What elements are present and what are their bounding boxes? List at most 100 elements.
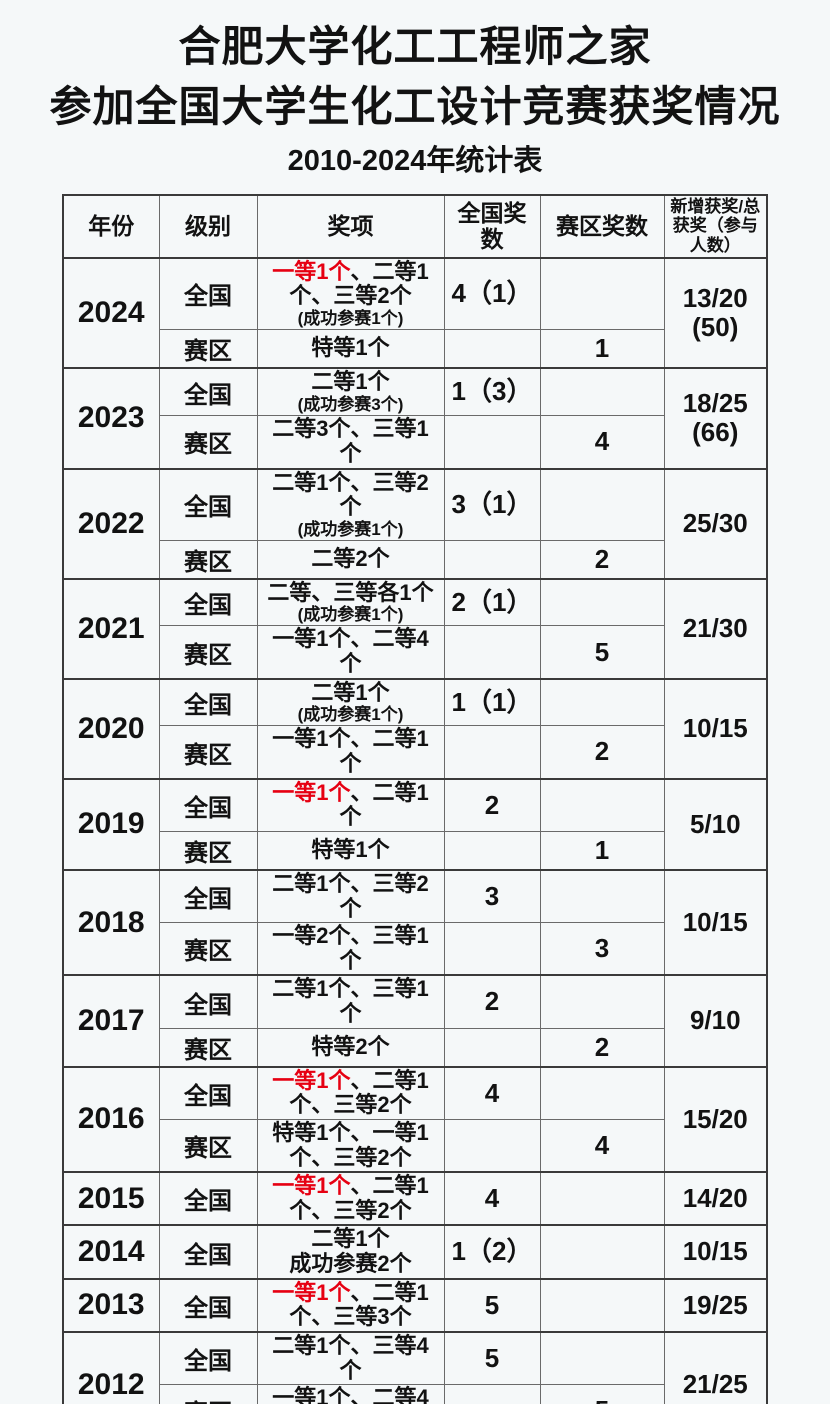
level-cell: 赛区 bbox=[158, 625, 258, 680]
award-note: (成功参赛3个) bbox=[297, 394, 404, 414]
level-cell: 全国 bbox=[158, 1277, 258, 1333]
national-count-cell bbox=[443, 1384, 541, 1404]
awards-table: 年份 级别 奖项 全国奖数 赛区奖数 新增获奖/总获奖（参与人数） 2024 全国… bbox=[62, 193, 768, 1404]
regional-count-cell bbox=[539, 1065, 665, 1120]
regional-count-cell bbox=[539, 256, 665, 330]
year-cell: 2021 bbox=[62, 577, 160, 680]
award-text: 特等1个、一等1个、三等2个 bbox=[272, 1119, 429, 1170]
award-highlight-text: 一等1个 bbox=[272, 1173, 351, 1199]
regional-count-cell: 1 bbox=[539, 830, 665, 871]
year-cell: 2012 bbox=[62, 1330, 160, 1404]
award-cell: 一等1个、二等1个、三等2个 bbox=[256, 1065, 445, 1120]
year-cell: 2020 bbox=[62, 677, 160, 780]
level-cell: 全国 bbox=[158, 1171, 258, 1226]
table-row: 2021 全国 二等、三等各1个 (成功参赛1个) 2（1） 21/30 bbox=[62, 577, 768, 680]
header-national-count: 全国奖数 bbox=[443, 194, 541, 259]
national-count-cell: 1（2） bbox=[443, 1224, 541, 1280]
table-row: 2017 全国 二等1个、三等1个 2 9/10 bbox=[62, 974, 768, 1068]
award-cell: 二等、三等各1个 (成功参赛1个) bbox=[256, 577, 445, 627]
regional-count-cell: 4 bbox=[539, 415, 665, 470]
table-row: 2023 全国 二等1个 (成功参赛3个) 1（3） 18/25 (66) bbox=[62, 366, 768, 470]
national-count-cell bbox=[443, 1118, 541, 1173]
level-cell: 全国 bbox=[158, 677, 258, 727]
award-text: 、二等1个 bbox=[339, 779, 429, 830]
level-cell: 全国 bbox=[158, 868, 258, 924]
level-cell: 赛区 bbox=[158, 1118, 258, 1173]
award-text: 二等3个、三等1个 bbox=[272, 416, 429, 466]
regional-count-cell bbox=[539, 974, 665, 1029]
level-cell: 赛区 bbox=[158, 1384, 258, 1404]
page-title-line2: 参加全国大学生化工设计竞赛获奖情况 bbox=[49, 83, 781, 131]
national-count-cell bbox=[443, 539, 541, 580]
new-total-awards-cell: 21/30 bbox=[663, 577, 768, 680]
award-cell: 一等2个、三等1个 bbox=[256, 922, 445, 976]
award-cell: 特等2个 bbox=[256, 1027, 445, 1068]
regional-count-cell bbox=[539, 1277, 665, 1333]
regional-count-cell bbox=[539, 467, 665, 541]
national-count-cell: 2（1） bbox=[443, 577, 541, 627]
award-text: 二等1个、三等2个 bbox=[272, 870, 429, 921]
award-text: 二等1个、三等4个 bbox=[272, 1332, 429, 1383]
regional-count-cell: 3 bbox=[539, 922, 665, 976]
page-title-line1: 合肥大学化工工程师之家 bbox=[178, 23, 652, 70]
award-cell: 二等1个 (成功参赛3个) bbox=[256, 366, 445, 417]
award-text: 、二等1个、三等3个 bbox=[289, 1279, 429, 1330]
table-row: 赛区 二等2个 2 bbox=[63, 539, 767, 580]
year-cell: 2022 bbox=[62, 467, 160, 580]
level-cell: 赛区 bbox=[158, 415, 258, 470]
award-cell: 一等1个、二等1个 bbox=[256, 777, 445, 832]
level-cell: 赛区 bbox=[158, 922, 258, 976]
level-cell: 全国 bbox=[158, 467, 258, 541]
national-count-cell bbox=[443, 328, 541, 369]
level-cell: 全国 bbox=[158, 1330, 258, 1386]
level-cell: 全国 bbox=[158, 777, 258, 832]
table-row: 赛区 一等1个、二等1个 2 bbox=[63, 725, 767, 780]
award-highlight-text: 一等1个 bbox=[272, 258, 351, 284]
regional-count-cell bbox=[539, 1224, 665, 1280]
year-cell: 2024 bbox=[62, 256, 160, 369]
regional-count-cell: 2 bbox=[539, 539, 665, 580]
national-count-cell: 5 bbox=[443, 1330, 541, 1386]
level-cell: 赛区 bbox=[158, 539, 258, 580]
award-note: (成功参赛1个) bbox=[297, 519, 404, 539]
award-text: 二等1个 bbox=[311, 679, 390, 705]
award-cell: 一等1个、二等1个、三等3个 bbox=[256, 1277, 445, 1333]
new-total-awards-cell: 10/15 bbox=[663, 677, 768, 780]
new-total-awards-cell: 13/20 (50) bbox=[663, 256, 768, 369]
table-row: 赛区 特等2个 2 bbox=[63, 1027, 767, 1068]
award-cell: 二等1个 (成功参赛1个) bbox=[256, 677, 445, 727]
award-cell: 特等1个、一等1个、三等2个 bbox=[256, 1118, 445, 1173]
table-row: 赛区 一等2个、三等1个 3 bbox=[63, 922, 767, 976]
award-text: 、二等1个、三等2个 bbox=[289, 1067, 429, 1118]
year-cell: 2019 bbox=[62, 777, 160, 871]
table-row: 2019 全国 一等1个、二等1个 2 5/10 bbox=[62, 777, 768, 871]
award-text: 二等、三等各1个 bbox=[267, 579, 434, 605]
awards-table-body: 2024 全国 一等1个、二等1个、三等2个 (成功参赛1个) 4（1） 13/20 (5… bbox=[62, 256, 768, 1404]
national-count-cell: 1（3） bbox=[443, 366, 541, 417]
new-total-awards-cell: 9/10 bbox=[663, 974, 768, 1068]
page-subtitle: 2010-2024年统计表 bbox=[287, 144, 543, 177]
national-count-cell bbox=[443, 830, 541, 871]
award-cell: 二等2个 bbox=[256, 539, 445, 580]
national-count-cell: 2 bbox=[443, 974, 541, 1029]
award-text: 、二等1个、三等2个 bbox=[289, 258, 429, 309]
award-text: 一等1个、二等4个 bbox=[272, 626, 429, 677]
header-new-total: 新增获奖/总获奖（参与人数） bbox=[663, 194, 768, 259]
award-text: 二等1个 bbox=[311, 369, 390, 395]
table-row: 2014 全国 二等1个 成功参赛2个 1（2） 10/15 bbox=[62, 1224, 768, 1280]
level-cell: 全国 bbox=[158, 1065, 258, 1120]
level-cell: 赛区 bbox=[158, 1027, 258, 1068]
new-total-awards-cell: 5/10 bbox=[663, 777, 768, 871]
level-cell: 全国 bbox=[158, 577, 258, 627]
award-highlight-text: 一等1个 bbox=[272, 1067, 351, 1093]
award-cell: 二等1个、三等4个 bbox=[256, 1330, 445, 1386]
national-count-cell bbox=[443, 1027, 541, 1068]
regional-count-cell: 1 bbox=[539, 328, 665, 369]
level-cell: 赛区 bbox=[158, 328, 258, 369]
award-highlight-text: 一等1个 bbox=[272, 1279, 351, 1305]
table-row: 2016 全国 一等1个、二等1个、三等2个 4 15/20 bbox=[62, 1065, 768, 1173]
year-cell: 2017 bbox=[62, 974, 160, 1068]
national-count-cell: 3（1） bbox=[443, 467, 541, 541]
national-count-cell: 4 bbox=[443, 1171, 541, 1226]
regional-count-cell: 5 bbox=[539, 1384, 665, 1404]
